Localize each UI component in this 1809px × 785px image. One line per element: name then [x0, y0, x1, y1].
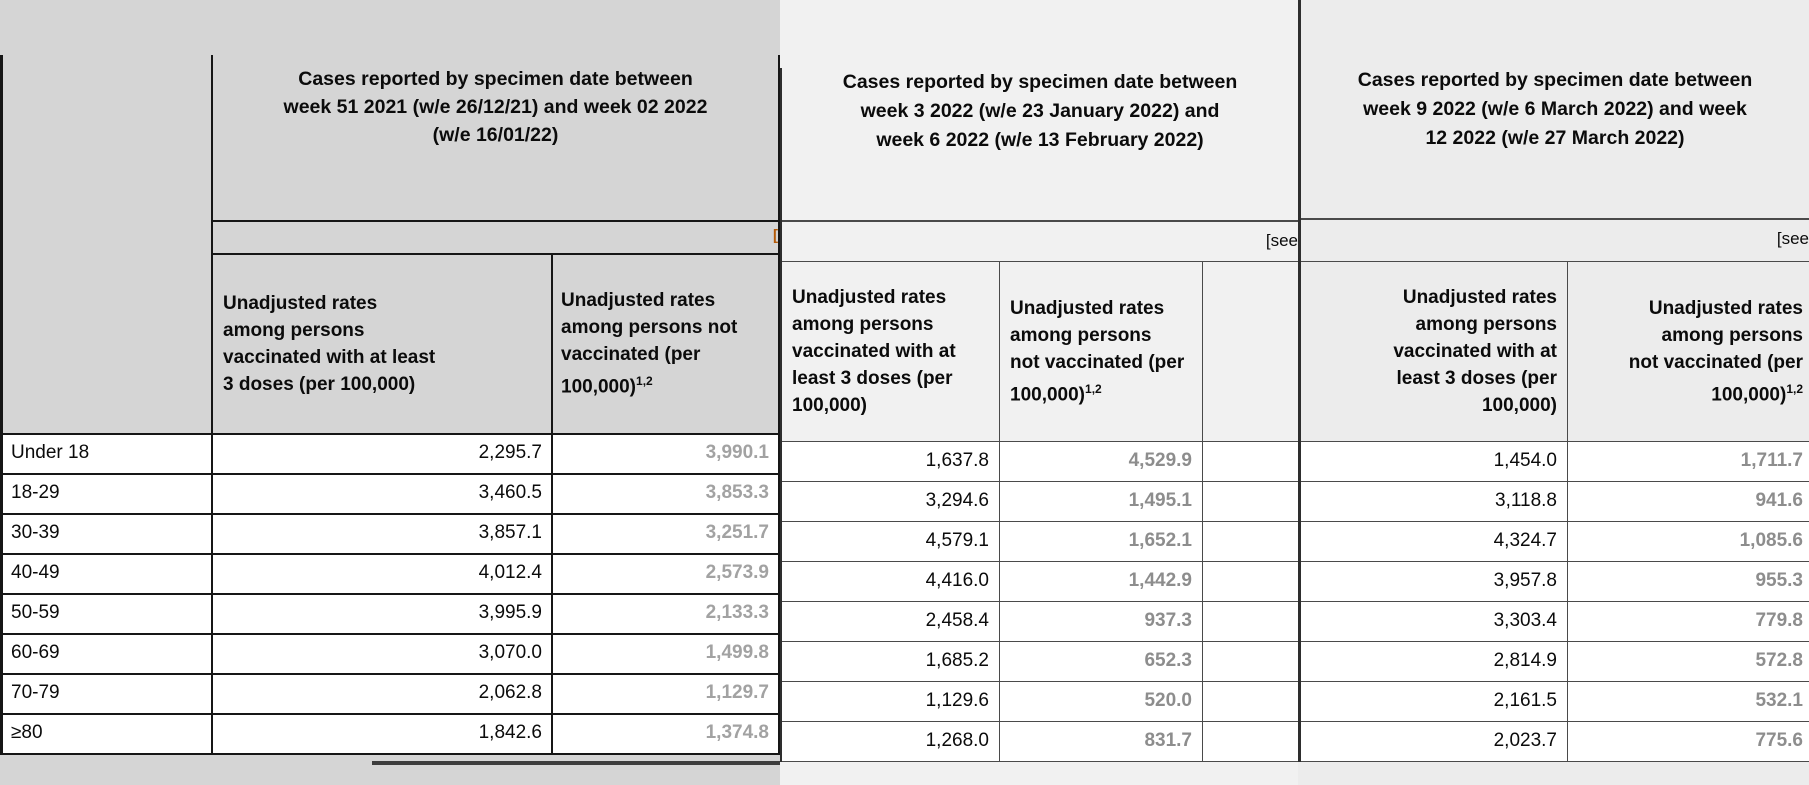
col-header-not-vaccinated-label: Unadjusted rates among persons not vacci… [1010, 297, 1185, 406]
period2-left-border [780, 68, 782, 762]
unvaccinated-rate-cell: 532.1 [1568, 682, 1809, 722]
unvaccinated-rate-cell: 1,711.7 [1568, 442, 1809, 482]
see-note-fragment: [ [773, 227, 778, 244]
spacer-cell [1203, 562, 1298, 602]
vaccinated-rate-cell: 3,070.0 [213, 635, 553, 675]
age-group-label: ≥80 [0, 715, 213, 755]
unvaccinated-rate-cell: 1,129.7 [553, 675, 780, 715]
unvaccinated-rate-cell: 3,853.3 [553, 475, 780, 515]
spacer-cell [1203, 482, 1298, 522]
spacer-cell [1203, 522, 1298, 562]
period1-col-header-vaccinated: Unadjusted rates among persons vaccinate… [213, 255, 553, 435]
vaccinated-rate-cell: 2,062.8 [213, 675, 553, 715]
vaccinated-rate-cell: 4,324.7 [1301, 522, 1568, 562]
age-group-label: 18-29 [0, 475, 213, 515]
vaccinated-rate-cell: 2,295.7 [213, 435, 553, 475]
vaccinated-rate-cell: 1,454.0 [1301, 442, 1568, 482]
age-group-label: 70-79 [0, 675, 213, 715]
vaccinated-rate-cell: 1,842.6 [213, 715, 553, 755]
unvaccinated-rate-cell: 1,085.6 [1568, 522, 1809, 562]
vaccinated-rate-cell: 4,416.0 [782, 562, 1000, 602]
see-note-fragment: [see [1776, 229, 1809, 248]
unvaccinated-rate-cell: 1,495.1 [1000, 482, 1203, 522]
period3-left-border [1298, 0, 1301, 762]
vaccinated-rate-cell: 3,995.9 [213, 595, 553, 635]
period3-note-row: [see [1301, 220, 1809, 262]
unvaccinated-rate-cell: 2,133.3 [553, 595, 780, 635]
unvaccinated-rate-cell: 3,251.7 [553, 515, 780, 555]
spacer-cell [1203, 442, 1298, 482]
vaccinated-rate-cell: 1,268.0 [782, 722, 1000, 762]
unvaccinated-rate-cell: 1,652.1 [1000, 522, 1203, 562]
unvaccinated-rate-cell: 572.8 [1568, 642, 1809, 682]
footnote-superscript: 1,2 [1085, 381, 1102, 396]
period2-note-row: [see [782, 222, 1298, 262]
spacer-cell [1203, 642, 1298, 682]
period1-title: Cases reported by specimen date between … [213, 55, 780, 222]
see-note-fragment: [see [1265, 231, 1298, 250]
unvaccinated-rate-cell: 1,374.8 [553, 715, 780, 755]
unvaccinated-rate-cell: 831.7 [1000, 722, 1203, 762]
bottom-rule-line [372, 761, 810, 765]
period3-col-header-vaccinated: Unadjusted rates among persons vaccinate… [1301, 262, 1568, 442]
vaccinated-rate-cell: 2,161.5 [1301, 682, 1568, 722]
unvaccinated-rate-cell: 3,990.1 [553, 435, 780, 475]
spacer-cell [1203, 602, 1298, 642]
age-group-label: 30-39 [0, 515, 213, 555]
footnote-superscript: 1,2 [636, 374, 653, 389]
vaccinated-rate-cell: 2,814.9 [1301, 642, 1568, 682]
col-header-vaccinated-label: Unadjusted rates among persons vaccinate… [1393, 287, 1557, 416]
vaccinated-rate-cell: 1,685.2 [782, 642, 1000, 682]
period1-row-label-header-cell [0, 55, 213, 435]
age-group-label: 50-59 [0, 595, 213, 635]
age-group-label: 40-49 [0, 555, 213, 595]
spacer-cell [1203, 722, 1298, 762]
col-header-not-vaccinated-label: Unadjusted rates among persons not vacci… [1628, 297, 1803, 406]
vaccinated-rate-cell: 3,294.6 [782, 482, 1000, 522]
vaccinated-rate-cell: 2,023.7 [1301, 722, 1568, 762]
period2-spacer-header-cell [1203, 262, 1298, 442]
vaccinated-rate-cell: 4,012.4 [213, 555, 553, 595]
unvaccinated-rate-cell: 1,442.9 [1000, 562, 1203, 602]
period2-col-header-not-vaccinated: Unadjusted rates among persons not vacci… [1000, 262, 1203, 442]
unvaccinated-rate-cell: 775.6 [1568, 722, 1809, 762]
period1-note-row: [ [213, 222, 780, 255]
age-group-label: Under 18 [0, 435, 213, 475]
unvaccinated-rate-cell: 520.0 [1000, 682, 1203, 722]
col-header-not-vaccinated-label: Unadjusted rates among persons not vacci… [561, 290, 738, 398]
period1-col-header-not-vaccinated: Unadjusted rates among persons not vacci… [553, 255, 780, 435]
unvaccinated-rate-cell: 652.3 [1000, 642, 1203, 682]
period3-title: Cases reported by specimen date between … [1301, 0, 1809, 220]
period2-title: Cases reported by specimen date between … [782, 55, 1298, 222]
unvaccinated-rate-cell: 1,499.8 [553, 635, 780, 675]
period2-col-header-vaccinated: Unadjusted rates among persons vaccinate… [782, 262, 1000, 442]
period3-col-header-not-vaccinated: Unadjusted rates among persons not vacci… [1568, 262, 1809, 442]
vaccinated-rate-cell: 3,957.8 [1301, 562, 1568, 602]
col-header-vaccinated-label: Unadjusted rates among persons vaccinate… [792, 287, 956, 416]
unvaccinated-rate-cell: 4,529.9 [1000, 442, 1203, 482]
footnote-superscript: 1,2 [1786, 381, 1803, 396]
col-header-vaccinated-label: Unadjusted rates among persons vaccinate… [223, 293, 436, 395]
unvaccinated-rate-cell: 941.6 [1568, 482, 1809, 522]
vaccinated-rate-cell: 2,458.4 [782, 602, 1000, 642]
unvaccinated-rate-cell: 779.8 [1568, 602, 1809, 642]
unvaccinated-rate-cell: 955.3 [1568, 562, 1809, 602]
vaccinated-rate-cell: 3,303.4 [1301, 602, 1568, 642]
age-group-label: 60-69 [0, 635, 213, 675]
vaccinated-rate-cell: 3,460.5 [213, 475, 553, 515]
vaccinated-rate-cell: 3,118.8 [1301, 482, 1568, 522]
vaccinated-rate-cell: 4,579.1 [782, 522, 1000, 562]
vaccinated-rate-cell: 1,129.6 [782, 682, 1000, 722]
vaccinated-rate-cell: 1,637.8 [782, 442, 1000, 482]
spacer-cell [1203, 682, 1298, 722]
vaccinated-rate-cell: 3,857.1 [213, 515, 553, 555]
unvaccinated-rate-cell: 2,573.9 [553, 555, 780, 595]
unvaccinated-rate-cell: 937.3 [1000, 602, 1203, 642]
